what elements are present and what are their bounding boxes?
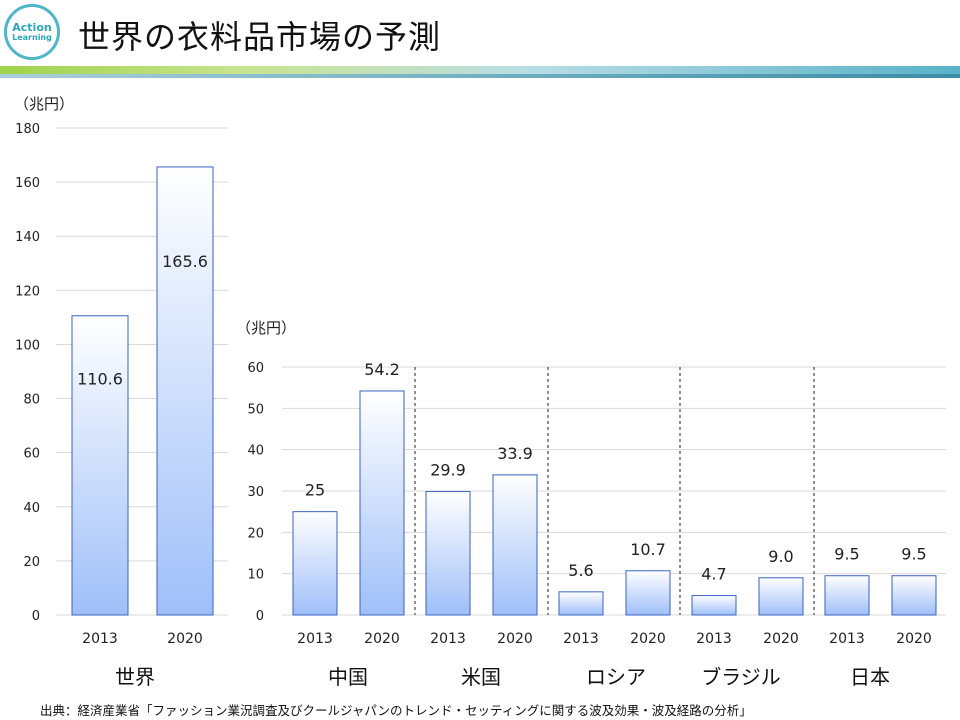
data-label: 54.2 — [364, 360, 400, 379]
data-label: 9.0 — [768, 547, 793, 566]
bar — [691, 595, 737, 616]
y-tick-label: 30 — [247, 485, 264, 500]
header-band-blue — [0, 74, 960, 78]
region-label: ロシア — [586, 665, 646, 689]
data-label: 9.5 — [901, 545, 926, 564]
action-learning-logo: Action Learning — [4, 4, 60, 60]
header-band-green — [0, 66, 960, 74]
bar — [425, 490, 471, 616]
y-tick-label: 0 — [256, 609, 264, 624]
market-forecast-charts: （兆円）020406080100120140160180110.62013165… — [14, 95, 946, 689]
data-label: 29.9 — [430, 460, 466, 479]
y-tick-label: 140 — [15, 230, 40, 245]
x-tick-label: 2020 — [896, 631, 932, 647]
y-tick-label: 80 — [23, 393, 40, 408]
bar — [492, 474, 538, 616]
region-label: 米国 — [461, 665, 501, 689]
y-unit-label: （兆円） — [14, 95, 74, 113]
y-tick-label: 20 — [23, 555, 40, 570]
y-tick-label: 100 — [15, 338, 40, 353]
y-tick-label: 60 — [23, 447, 40, 462]
data-label: 33.9 — [497, 444, 533, 463]
x-tick-label: 2020 — [364, 631, 400, 647]
region-label: ブラジル — [701, 665, 781, 689]
data-label: 110.6 — [77, 370, 123, 389]
data-label: 4.7 — [701, 565, 726, 584]
y-tick-label: 20 — [247, 526, 264, 541]
bar — [625, 570, 671, 616]
y-tick-label: 60 — [247, 361, 264, 376]
region-label: 世界 — [115, 665, 155, 689]
bar — [71, 315, 129, 616]
data-label: 10.7 — [630, 540, 666, 559]
y-tick-label: 160 — [15, 176, 40, 191]
x-tick-label: 2020 — [763, 631, 799, 647]
x-tick-label: 2013 — [563, 631, 599, 647]
bar — [558, 591, 604, 616]
bar — [758, 577, 804, 616]
slide-header: Action Learning 世界の衣料品市場の予測 — [0, 0, 960, 82]
y-tick-label: 0 — [32, 609, 40, 624]
x-tick-label: 2013 — [696, 631, 732, 647]
y-tick-label: 40 — [23, 501, 40, 516]
y-unit-label: （兆円） — [236, 319, 296, 337]
region-label: 中国 — [328, 665, 368, 689]
y-tick-label: 10 — [247, 568, 264, 583]
logo-line2: Learning — [12, 32, 52, 42]
x-tick-label: 2020 — [630, 631, 666, 647]
data-label: 25 — [305, 481, 325, 500]
source-footnote: 出典：経済産業省「ファッション業況調査及びクールジャパンのトレンド・セッティング… — [40, 703, 752, 718]
y-tick-label: 120 — [15, 284, 40, 299]
x-tick-label: 2013 — [297, 631, 333, 647]
x-tick-label: 2020 — [497, 631, 533, 647]
bar — [824, 575, 870, 616]
y-tick-label: 40 — [247, 444, 264, 459]
data-label: 165.6 — [162, 252, 208, 271]
x-tick-label: 2013 — [430, 631, 466, 647]
bar — [292, 511, 338, 616]
bar — [156, 166, 214, 616]
x-tick-label: 2020 — [167, 631, 203, 647]
bar — [891, 575, 937, 616]
y-tick-label: 180 — [15, 122, 40, 137]
x-tick-label: 2013 — [829, 631, 865, 647]
logo-line1: Action — [12, 21, 52, 35]
slide-title: 世界の衣料品市場の予測 — [78, 18, 442, 56]
region-label: 日本 — [850, 665, 890, 689]
data-label: 9.5 — [834, 545, 859, 564]
bar — [359, 390, 405, 616]
x-tick-label: 2013 — [82, 631, 118, 647]
y-tick-label: 50 — [247, 402, 264, 417]
data-label: 5.6 — [568, 561, 593, 580]
